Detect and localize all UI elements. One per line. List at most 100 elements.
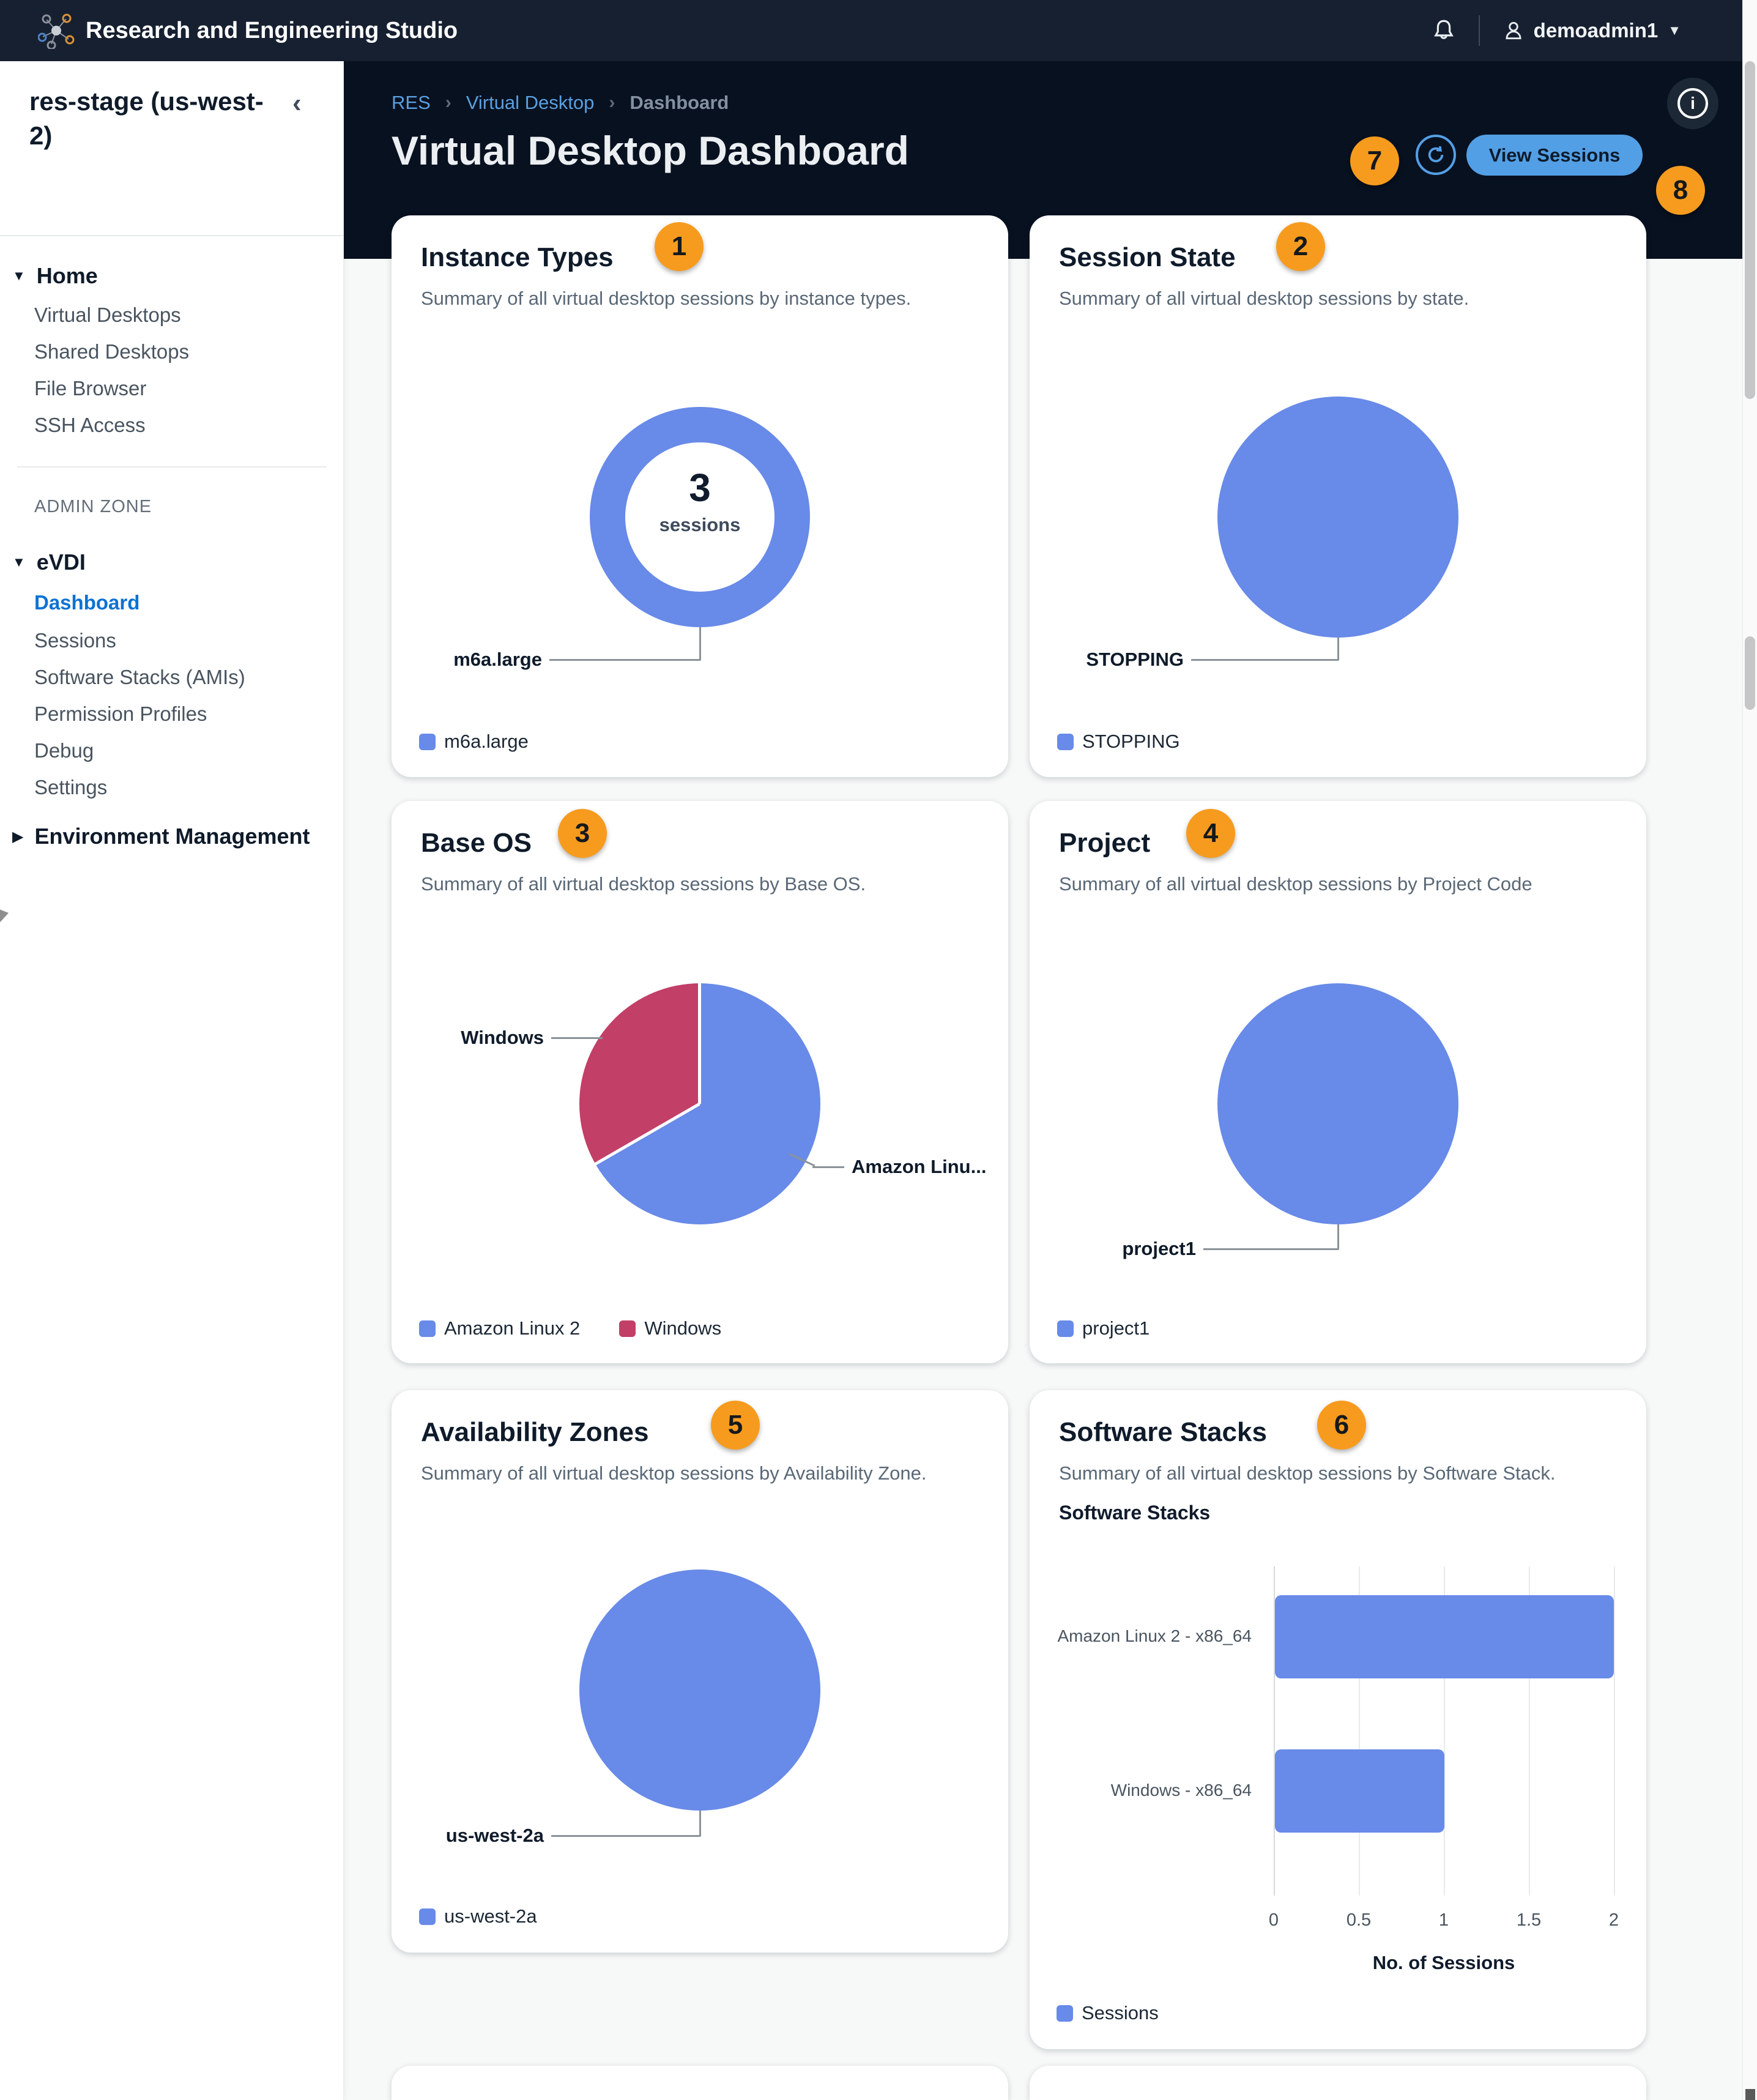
legend-swatch [1057,733,1074,750]
legend-swatch [419,1908,436,1925]
page-scrollbar[interactable] [1742,0,1757,2100]
card-subtitle: Summary of all virtual desktop sessions … [1059,873,1532,895]
pie-segment-label: m6a.large [453,649,542,670]
callout-line [1337,1224,1339,1249]
sidebar-item-permission-profiles[interactable]: Permission Profiles [34,702,207,725]
card-title: Software Stacks [1059,1417,1267,1447]
user-menu[interactable]: demoadmin1 ▼ [1502,19,1681,42]
card-subtitle: Summary of all virtual desktop sessions … [1059,1462,1556,1484]
bar-category-label: Amazon Linux 2 - x86_64 [1057,1626,1252,1645]
annotation-badge-5: 5 [711,1401,760,1450]
annotation-badge-8: 8 [1656,166,1705,215]
card-subtitle: Summary of all virtual desktop sessions … [421,288,912,309]
card-subtitle: Summary of all virtual desktop sessions … [421,1462,927,1484]
legend-swatch [419,733,436,750]
scrollbar-corner [1745,2089,1755,2100]
card-availability-zones: Availability Zones Summary of all virtua… [392,1390,1008,1953]
sidebar-item-virtual-desktops[interactable]: Virtual Desktops [34,303,181,326]
card-session-state: Session State Summary of all virtual des… [1030,215,1646,777]
x-tick-label: 2 [1608,1910,1619,1930]
chart-legend: Sessions [1057,2002,1159,2024]
mouse-cursor [0,908,9,926]
card-instance-types: Instance Types Summary of all virtual de… [392,215,1008,777]
legend-item[interactable]: Windows [619,1317,721,1339]
bar-chart-title: Software Stacks [1059,1502,1211,1524]
session-state-pie-chart[interactable] [1217,397,1458,638]
side-navigation: res-stage (us-west-2) ‹ ▼ Home Virtual D… [0,61,344,2100]
legend-item[interactable]: Amazon Linux 2 [419,1317,580,1339]
legend-swatch [1057,1320,1074,1337]
pie-segment-label: STOPPING [1086,649,1184,670]
pie-segment-label: Amazon Linu... [852,1156,987,1177]
chart-legend: project1 [1057,1317,1150,1339]
sidebar-item-ssh-access[interactable]: SSH Access [34,414,146,436]
legend-item[interactable]: us-west-2a [419,1905,537,1927]
callout-line [812,1166,844,1168]
sidebar-divider [0,235,344,236]
card-title: Project [1059,828,1151,858]
scrollbar-thumb[interactable] [1745,61,1755,399]
view-sessions-button[interactable]: View Sessions [1466,135,1643,176]
page-title: Virtual Desktop Dashboard [392,128,909,173]
bar-windows[interactable] [1275,1749,1444,1833]
sidebar-item-sessions[interactable]: Sessions [34,629,116,652]
legend-item[interactable]: project1 [1057,1317,1150,1339]
project-pie-chart[interactable] [1217,983,1458,1224]
username: demoadmin1 [1533,19,1659,42]
info-icon: i [1677,88,1708,119]
pie-segment-label: us-west-2a [445,1825,544,1846]
sidebar-item-settings[interactable]: Settings [34,776,108,799]
legend-item[interactable]: STOPPING [1057,731,1180,753]
info-button[interactable]: i [1641,78,1744,129]
breadcrumb-virtual-desktop[interactable]: Virtual Desktop [466,92,595,113]
chart-legend: m6a.large [419,731,529,753]
bar-amazon-linux-2[interactable] [1275,1595,1614,1678]
card-partial [1030,2066,1646,2100]
breadcrumb-dashboard: Dashboard [630,92,729,113]
x-tick-label: 1 [1438,1910,1449,1930]
card-subtitle: Summary of all virtual desktop sessions … [1059,288,1469,309]
callout-line [551,1835,700,1837]
legend-swatch [1057,2005,1073,2022]
sidebar-item-debug[interactable]: Debug [34,739,94,762]
sidebar-item-file-browser[interactable]: File Browser [34,377,147,400]
x-tick-label: 1.5 [1516,1910,1542,1930]
sidebar-item-dashboard[interactable]: Dashboard [34,591,140,614]
chart-legend: STOPPING [1057,731,1180,753]
notifications-bell-icon[interactable] [1431,18,1457,43]
breadcrumb-separator-icon: › [609,92,615,113]
annotation-badge-4: 4 [1186,809,1235,858]
sidebar-item-shared-desktops[interactable]: Shared Desktops [34,340,190,363]
sidebar-collapse-icon[interactable]: ‹ [292,88,302,118]
chart-legend: Amazon Linux 2 Windows [419,1317,721,1339]
gridline [1529,1566,1530,1896]
callout-line [699,1811,701,1836]
availability-zones-pie-chart[interactable] [579,1569,820,1811]
user-caret-down-icon: ▼ [1668,23,1681,38]
annotation-badge-6: 6 [1317,1401,1366,1450]
environment-name[interactable]: res-stage (us-west-2) [29,87,264,150]
sidebar-divider [17,466,327,467]
x-tick-label: 0.5 [1346,1910,1372,1930]
x-tick-label: 0 [1268,1910,1279,1930]
topbar-divider [1478,15,1480,46]
annotation-badge-3: 3 [558,809,607,858]
sidebar-item-software-stacks[interactable]: Software Stacks (AMIs) [34,666,245,688]
breadcrumb-res[interactable]: RES [392,92,431,113]
card-project: Project Summary of all virtual desktop s… [1030,801,1646,1363]
gridline [1614,1566,1615,1896]
sidebar-section-evdi[interactable]: ▼ eVDI [12,549,86,575]
legend-item[interactable]: Sessions [1057,2002,1159,2024]
top-bar: Research and Engineering Studio demoadmi… [0,0,1742,61]
callout-line [549,659,700,661]
refresh-button[interactable] [1416,135,1456,175]
legend-swatch [419,1320,436,1337]
sidebar-section-environment-management[interactable]: ▶ Environment Management [12,824,310,849]
legend-item[interactable]: m6a.large [419,731,529,753]
pie-separator [698,983,701,1104]
sidebar-section-home[interactable]: ▼ Home [12,263,98,288]
scrollbar-thumb[interactable] [1745,636,1755,710]
chevron-expanded-icon: ▼ [12,554,26,570]
pie-segment-label: project1 [1122,1238,1196,1259]
callout-line [551,1037,603,1039]
